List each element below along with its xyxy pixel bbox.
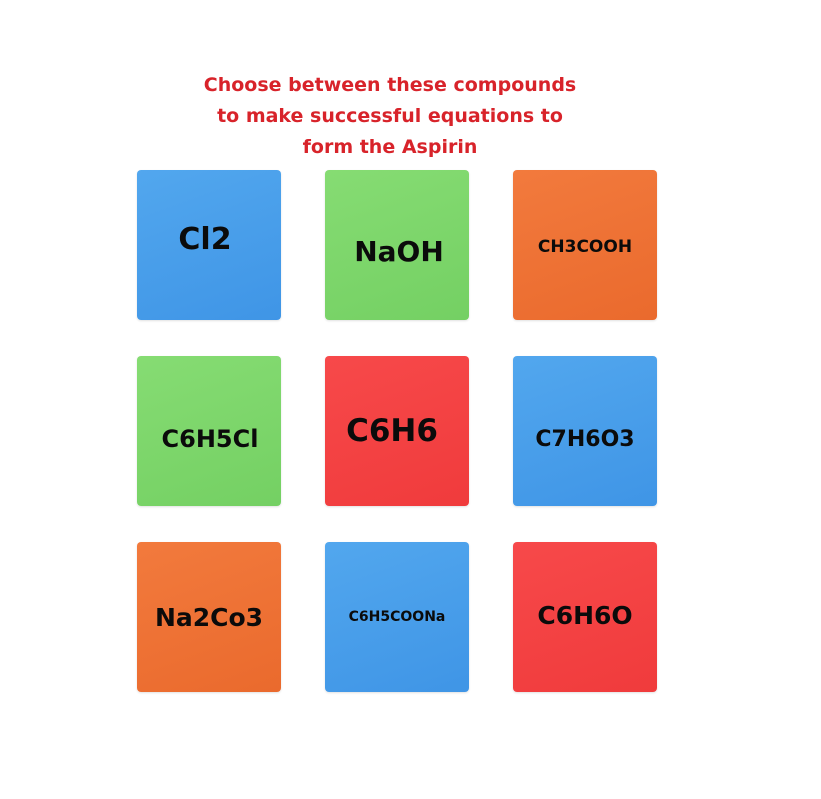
instructions-line-2: to make successful equations to	[217, 105, 563, 127]
instructions-text: Choose between these compounds to make s…	[160, 70, 620, 163]
compound-label: NaOH	[354, 234, 444, 268]
compound-tile-ch3cooh[interactable]: CH3COOH	[513, 170, 657, 320]
compound-label: C6H6O	[537, 600, 633, 630]
compound-label: C6H5COONa	[348, 609, 446, 625]
compound-tile-na2co3[interactable]: Na2Co3	[137, 542, 281, 692]
compound-label: C6H5Cl	[161, 425, 259, 453]
compound-tile-c6h6o[interactable]: C6H6O	[513, 542, 657, 692]
compound-tile-naoh[interactable]: NaOH	[325, 170, 469, 320]
compound-label: C7H6O3	[535, 426, 635, 452]
compound-tile-c6h6[interactable]: C6H6	[325, 356, 469, 506]
instructions-line-1: Choose between these compounds	[203, 74, 577, 96]
compound-tile-c6h5coona[interactable]: C6H5COONa	[325, 542, 469, 692]
compound-tile-c6h5cl[interactable]: C6H5Cl	[137, 356, 281, 506]
compound-label: CH3COOH	[537, 237, 633, 257]
compound-label: Cl2	[178, 221, 232, 257]
compound-tile-c7h6o3[interactable]: C7H6O3	[513, 356, 657, 506]
compound-label: Na2Co3	[154, 602, 264, 632]
compound-label: C6H6	[346, 413, 438, 449]
compound-tile-cl2[interactable]: Cl2	[137, 170, 281, 320]
instructions-line-3: form the Aspirin	[302, 136, 478, 158]
